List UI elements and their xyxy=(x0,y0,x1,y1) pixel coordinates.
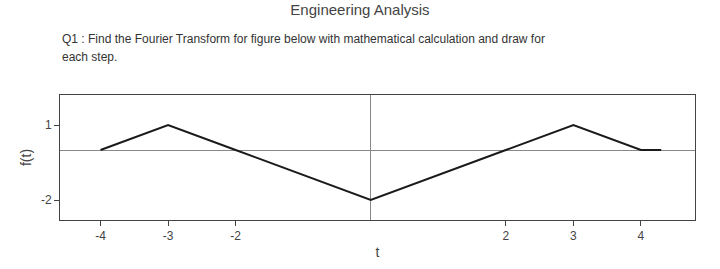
svg-text:-3: -3 xyxy=(163,229,174,243)
svg-text:3: 3 xyxy=(570,229,577,243)
svg-text:t: t xyxy=(376,244,380,260)
svg-text:2: 2 xyxy=(503,229,510,243)
svg-text:-2: -2 xyxy=(41,193,52,207)
svg-text:-4: -4 xyxy=(95,229,106,243)
svg-text:4: 4 xyxy=(638,229,645,243)
svg-text:-2: -2 xyxy=(230,229,241,243)
svg-text:each step.: each step. xyxy=(62,50,117,64)
svg-text:Q1 : Find the Fourier Transfor: Q1 : Find the Fourier Transform for figu… xyxy=(62,32,545,46)
svg-text:Engineering Analysis: Engineering Analysis xyxy=(290,1,429,18)
svg-text:1: 1 xyxy=(45,118,52,132)
svg-text:f(t): f(t) xyxy=(18,149,34,166)
